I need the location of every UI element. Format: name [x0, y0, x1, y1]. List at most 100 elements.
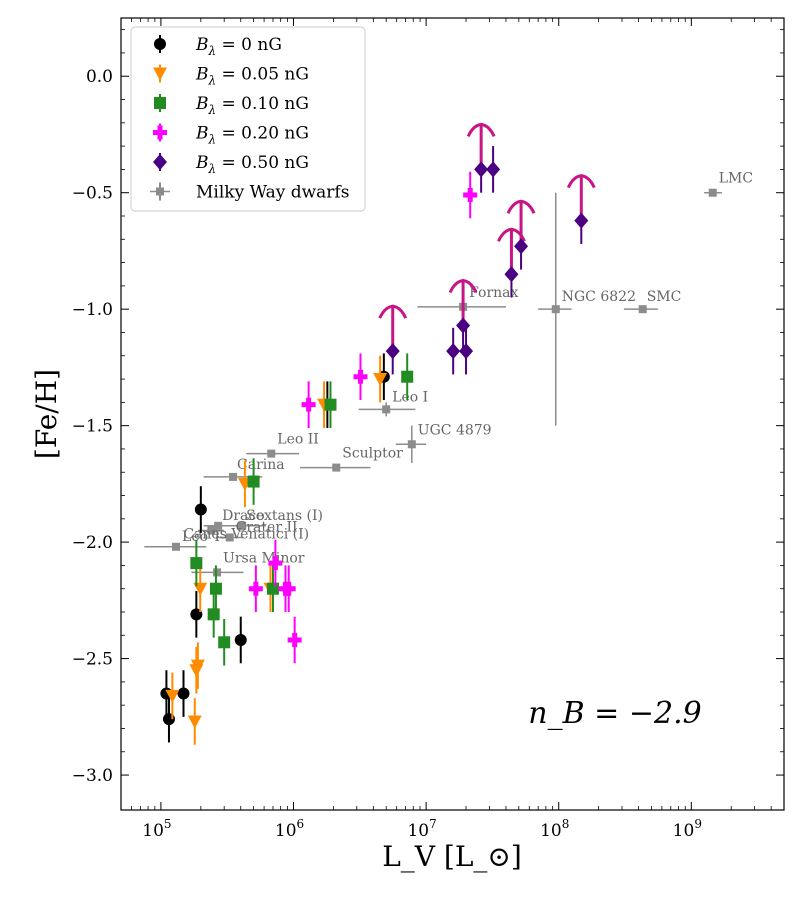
y-tick-label: −3.0 — [72, 766, 113, 786]
point-marker — [504, 266, 519, 283]
data-point — [486, 146, 501, 193]
dwarf-label: SMC — [647, 289, 682, 305]
legend-label: Milky Way dwarfs — [196, 183, 349, 203]
legend-label-sub: λ — [208, 44, 217, 58]
point-marker — [177, 687, 190, 700]
dwarf-label: Ursa Minor — [223, 550, 305, 566]
legend-entry: Bλ = 0.10 nG — [154, 94, 309, 117]
data-point — [194, 486, 207, 533]
data-point — [459, 327, 474, 375]
data-point — [448, 278, 478, 349]
dwarf-marker — [207, 526, 216, 535]
data-point — [324, 381, 337, 428]
legend-label-main: B — [195, 153, 209, 173]
point-marker — [218, 636, 231, 649]
dwarf-point: NGC 6822 — [538, 192, 636, 426]
point-marker — [463, 188, 478, 203]
data-point — [177, 670, 190, 717]
data-point — [248, 565, 263, 612]
dwarf-label: Carina — [237, 457, 285, 473]
annotation-nb: n_B = −2.9 — [528, 696, 701, 731]
legend-label-sub: λ — [208, 74, 217, 88]
data-point — [190, 539, 203, 587]
x-tick-exponent: 5 — [164, 817, 172, 831]
y-tick-label: 0.0 — [86, 67, 113, 87]
legend-label: Bλ = 0.10 nG — [195, 94, 309, 117]
dwarf-marker — [407, 440, 416, 449]
data-point — [190, 642, 205, 689]
dwarf-label: Fornax — [469, 285, 518, 301]
point-marker — [373, 373, 388, 387]
data-point — [187, 698, 202, 745]
dwarf-label: LMC — [719, 171, 753, 187]
dwarf-marker — [213, 568, 222, 577]
data-point — [353, 353, 368, 401]
data-point — [446, 327, 461, 375]
y-tick-label: −2.5 — [72, 650, 113, 670]
point-marker — [234, 633, 247, 646]
dwarf-marker — [172, 542, 181, 551]
point-marker — [353, 369, 368, 384]
series-square — [190, 353, 414, 666]
data-point — [373, 355, 388, 403]
dwarf-label: Leo I — [392, 389, 428, 405]
legend-entry: Bλ = 0 nG — [154, 35, 282, 58]
legend-label-main: B — [195, 94, 209, 114]
dwarf-marker — [238, 521, 247, 530]
point-marker — [190, 557, 203, 570]
data-point — [466, 122, 496, 193]
legend-box — [130, 26, 366, 212]
point-marker — [474, 161, 489, 178]
dwarf-label: Draco — [222, 508, 265, 524]
dwarf-point: Leo II — [246, 432, 319, 458]
plot-frame — [120, 17, 785, 811]
point-marker — [187, 715, 202, 729]
point-marker — [194, 503, 207, 516]
data-point — [234, 616, 247, 664]
data-point — [497, 227, 526, 298]
point-marker — [165, 689, 180, 703]
legend-label-sub: λ — [208, 103, 217, 117]
data-point — [378, 304, 408, 375]
legend-label: Bλ = 0.20 nG — [195, 124, 309, 147]
point-marker — [486, 161, 501, 178]
legend-entry: Bλ = 0.05 nG — [153, 64, 309, 88]
data-point — [218, 618, 231, 666]
dwarf-marker — [229, 472, 238, 481]
point-marker — [401, 370, 414, 383]
dwarf-label: UGC 4879 — [418, 422, 492, 438]
series-diamond — [378, 122, 596, 375]
x-tick-exponent: 9 — [694, 817, 702, 831]
dwarf-point: UGC 4879 — [395, 422, 492, 463]
dwarf-label: Sextans (I) — [246, 508, 323, 524]
point-marker — [209, 582, 222, 595]
point-marker — [301, 397, 316, 412]
data-point — [401, 353, 414, 401]
x-tick-exponent: 6 — [297, 817, 305, 831]
point-marker — [446, 343, 461, 360]
lower-limit-arrow-head — [566, 174, 596, 189]
y-tick-label: −1.0 — [72, 300, 113, 320]
legend-label-rest: = 0.50 nG — [216, 153, 309, 173]
dwarf-point: Sculptor — [300, 446, 403, 472]
legend-marker — [153, 67, 167, 81]
legend-label: Bλ = 0.05 nG — [195, 65, 309, 88]
y-tick-label: −1.5 — [72, 417, 113, 437]
legend-marker — [156, 187, 164, 196]
data-point — [301, 381, 316, 428]
point-marker — [324, 398, 337, 411]
data-point — [247, 458, 260, 505]
legend-entry: Bλ = 0.50 nG — [153, 153, 309, 176]
dwarf-point: SMC — [623, 289, 682, 314]
dwarf-label: Crater II — [236, 519, 298, 535]
point-marker — [385, 343, 400, 360]
dwarf-label: Sculptor — [342, 446, 403, 462]
legend-label-rest: = 0.10 nG — [216, 94, 309, 114]
data-point — [463, 171, 478, 219]
point-marker — [268, 556, 283, 571]
data-point — [287, 616, 302, 664]
